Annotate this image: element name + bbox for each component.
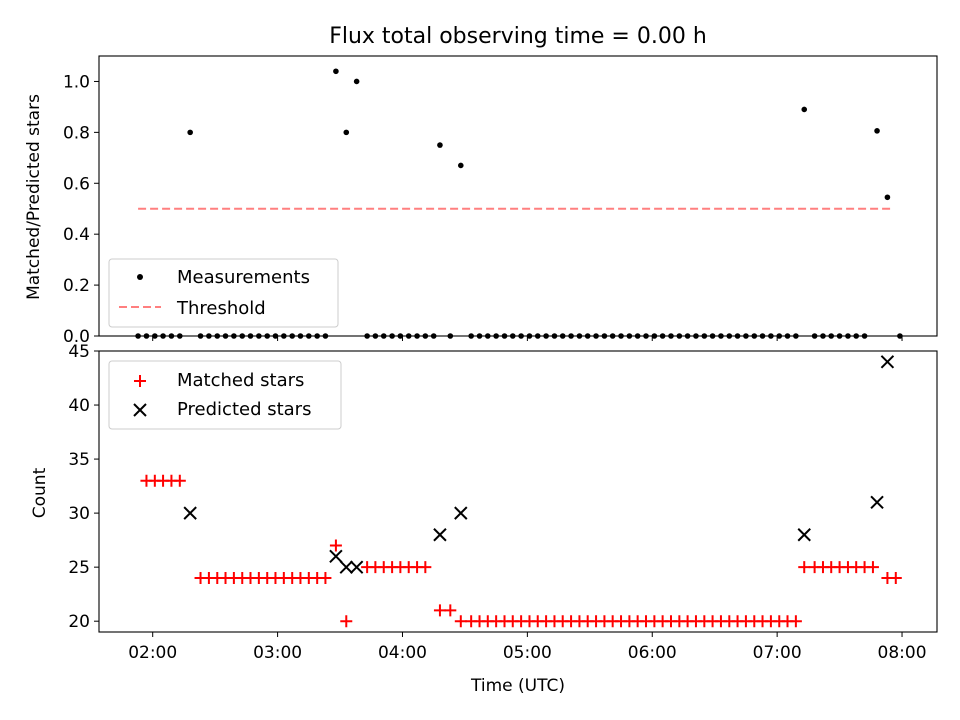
predicted-star-point <box>329 549 343 564</box>
predicted-stars-series <box>183 355 895 574</box>
bottom-x-tick-label: 03:00 <box>253 643 302 663</box>
matched-star-point <box>798 561 811 574</box>
top-legend: Measurements Threshold <box>108 258 339 328</box>
bottom-x-ticks: 02:00 03:00 04:00 05:00 06:00 07:00 08:00 <box>128 632 927 663</box>
measurement-point <box>187 129 193 136</box>
top-y-axis-label: Matched/Predicted stars <box>24 94 44 300</box>
matched-star-point <box>433 604 446 617</box>
top-y-tick-label: 0.8 <box>63 123 90 143</box>
bottom-x-tick-label: 08:00 <box>878 643 927 663</box>
bottom-y-tick-label: 45 <box>68 342 90 362</box>
bottom-plot-frame <box>98 350 938 633</box>
bottom-x-tick-label: 04:00 <box>378 643 427 663</box>
legend-predicted-label: Predicted stars <box>177 399 311 420</box>
legend-threshold-label: Threshold <box>176 298 266 319</box>
matched-star-point <box>889 571 902 584</box>
measurement-point <box>458 162 464 169</box>
matched-star-point <box>173 474 186 487</box>
top-y-tick-label: 0.2 <box>63 276 90 296</box>
measurement-point <box>437 142 443 148</box>
predicted-star-point <box>339 560 353 574</box>
predicted-star-point <box>797 528 811 542</box>
bottom-y-tick-label: 25 <box>68 558 90 578</box>
legend-measurements-label: Measurements <box>177 267 310 288</box>
top-y-tick-label: 0.6 <box>63 174 90 194</box>
top-y-ticks: 0.0 0.2 0.4 0.6 0.8 1.0 <box>63 72 99 347</box>
legend-predicted-marker <box>133 403 147 417</box>
predicted-star-point <box>183 506 197 520</box>
predicted-star-point <box>880 355 895 369</box>
legend-measurements-marker <box>137 274 143 280</box>
bottom-x-axis-label: Time (UTC) <box>470 676 565 696</box>
bottom-y-ticks: 20 25 30 35 40 45 <box>68 342 99 632</box>
predicted-star-point <box>349 560 364 574</box>
matched-star-point <box>319 571 332 584</box>
bottom-y-tick-label: 40 <box>68 396 90 416</box>
bottom-x-tick-label: 02:00 <box>128 643 177 663</box>
measurement-point <box>801 106 808 113</box>
legend-matched-label: Matched stars <box>177 370 304 391</box>
bottom-y-axis-label: Count <box>30 467 50 518</box>
legend-matched-marker <box>134 375 146 387</box>
measurements-series <box>135 68 903 339</box>
measurement-point <box>343 129 350 136</box>
bottom-x-tick-label: 07:00 <box>753 643 802 663</box>
top-y-tick-label: 0.0 <box>63 327 90 347</box>
measurement-point <box>884 194 891 201</box>
measurement-point <box>874 128 880 134</box>
matched-stars-series <box>140 474 902 628</box>
top-plot-frame <box>98 55 938 337</box>
matched-star-point <box>866 561 879 574</box>
bottom-x-tick-label: 06:00 <box>628 643 677 663</box>
top-y-tick-label: 0.4 <box>63 225 90 245</box>
matched-star-point <box>340 615 353 628</box>
bottom-legend: Matched stars Predicted stars <box>108 360 342 430</box>
measurement-point <box>353 78 360 85</box>
matched-star-point <box>329 539 342 552</box>
top-y-tick-label: 1.0 <box>63 72 90 92</box>
matched-star-point <box>419 561 432 574</box>
top-panel: Flux total observing time = 0.00 h Match… <box>24 24 938 347</box>
top-chart-title: Flux total observing time = 0.00 h <box>329 24 707 49</box>
top-legend-box <box>108 258 339 328</box>
bottom-panel: Count Time (UTC) 20 25 30 35 40 45 02:00 03:00… <box>30 342 938 696</box>
predicted-star-point <box>870 495 884 510</box>
bottom-y-tick-label: 35 <box>68 450 90 470</box>
predicted-star-point <box>454 506 468 520</box>
matched-star-point <box>444 604 457 617</box>
matched-star-point <box>789 615 802 628</box>
bottom-x-tick-label: 05:00 <box>503 643 552 663</box>
measurement-point <box>333 68 339 75</box>
bottom-y-tick-label: 30 <box>68 504 90 524</box>
matched-star-point <box>454 615 467 628</box>
bottom-legend-box <box>108 360 342 430</box>
bottom-y-tick-label: 20 <box>68 612 90 632</box>
predicted-star-point <box>433 528 447 542</box>
